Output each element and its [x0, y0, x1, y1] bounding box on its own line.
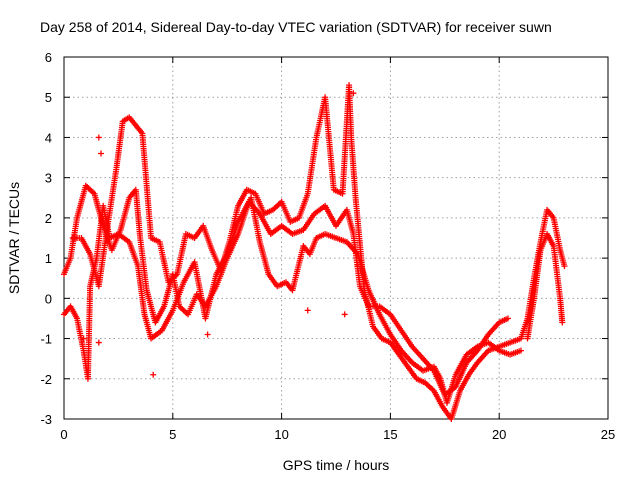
data-point — [341, 311, 348, 318]
data-point — [504, 315, 511, 322]
tick-layer: 0 5 10 15 20 25 -3 -2 -1 0 1 2 3 4 5 6 — [40, 50, 615, 442]
data-point — [304, 307, 311, 314]
series-outliers — [80, 90, 361, 378]
data-point — [97, 150, 104, 157]
data-point — [561, 263, 568, 270]
x-tick-label: 15 — [383, 427, 397, 442]
data-point — [559, 319, 566, 326]
y-tick-label: 0 — [45, 291, 52, 306]
x-tick-label: 0 — [60, 427, 67, 442]
data-point — [350, 90, 357, 97]
y-tick-label: -2 — [40, 372, 52, 387]
data-point — [95, 339, 102, 346]
y-tick-label: -1 — [40, 332, 52, 347]
y-axis-label: SDTVAR / TECUs — [6, 182, 22, 294]
data-point — [150, 371, 157, 378]
x-axis-label: GPS time / hours — [283, 457, 390, 473]
data-point — [354, 263, 361, 270]
series-track-b — [61, 194, 524, 406]
series-track-a — [61, 182, 511, 398]
chart-title: Day 258 of 2014, Sidereal Day-to-day VTE… — [40, 19, 552, 35]
series-track-c — [69, 82, 568, 422]
x-tick-label: 5 — [169, 427, 176, 442]
data-point — [80, 335, 87, 342]
y-tick-label: -3 — [40, 412, 52, 427]
y-tick-label: 4 — [45, 130, 52, 145]
y-tick-label: 3 — [45, 171, 52, 186]
data-point — [204, 331, 211, 338]
y-tick-label: 6 — [45, 50, 52, 65]
x-tick-label: 25 — [601, 427, 615, 442]
plot-frame — [63, 56, 609, 420]
x-tick-label: 20 — [492, 427, 506, 442]
data-points — [61, 82, 568, 422]
x-tick-label: 10 — [274, 427, 288, 442]
y-tick-label: 2 — [45, 211, 52, 226]
data-point — [517, 347, 524, 354]
y-tick-label: 5 — [45, 90, 52, 105]
data-point — [95, 134, 102, 141]
series-track-d — [524, 230, 566, 342]
y-tick-label: 1 — [45, 251, 52, 266]
